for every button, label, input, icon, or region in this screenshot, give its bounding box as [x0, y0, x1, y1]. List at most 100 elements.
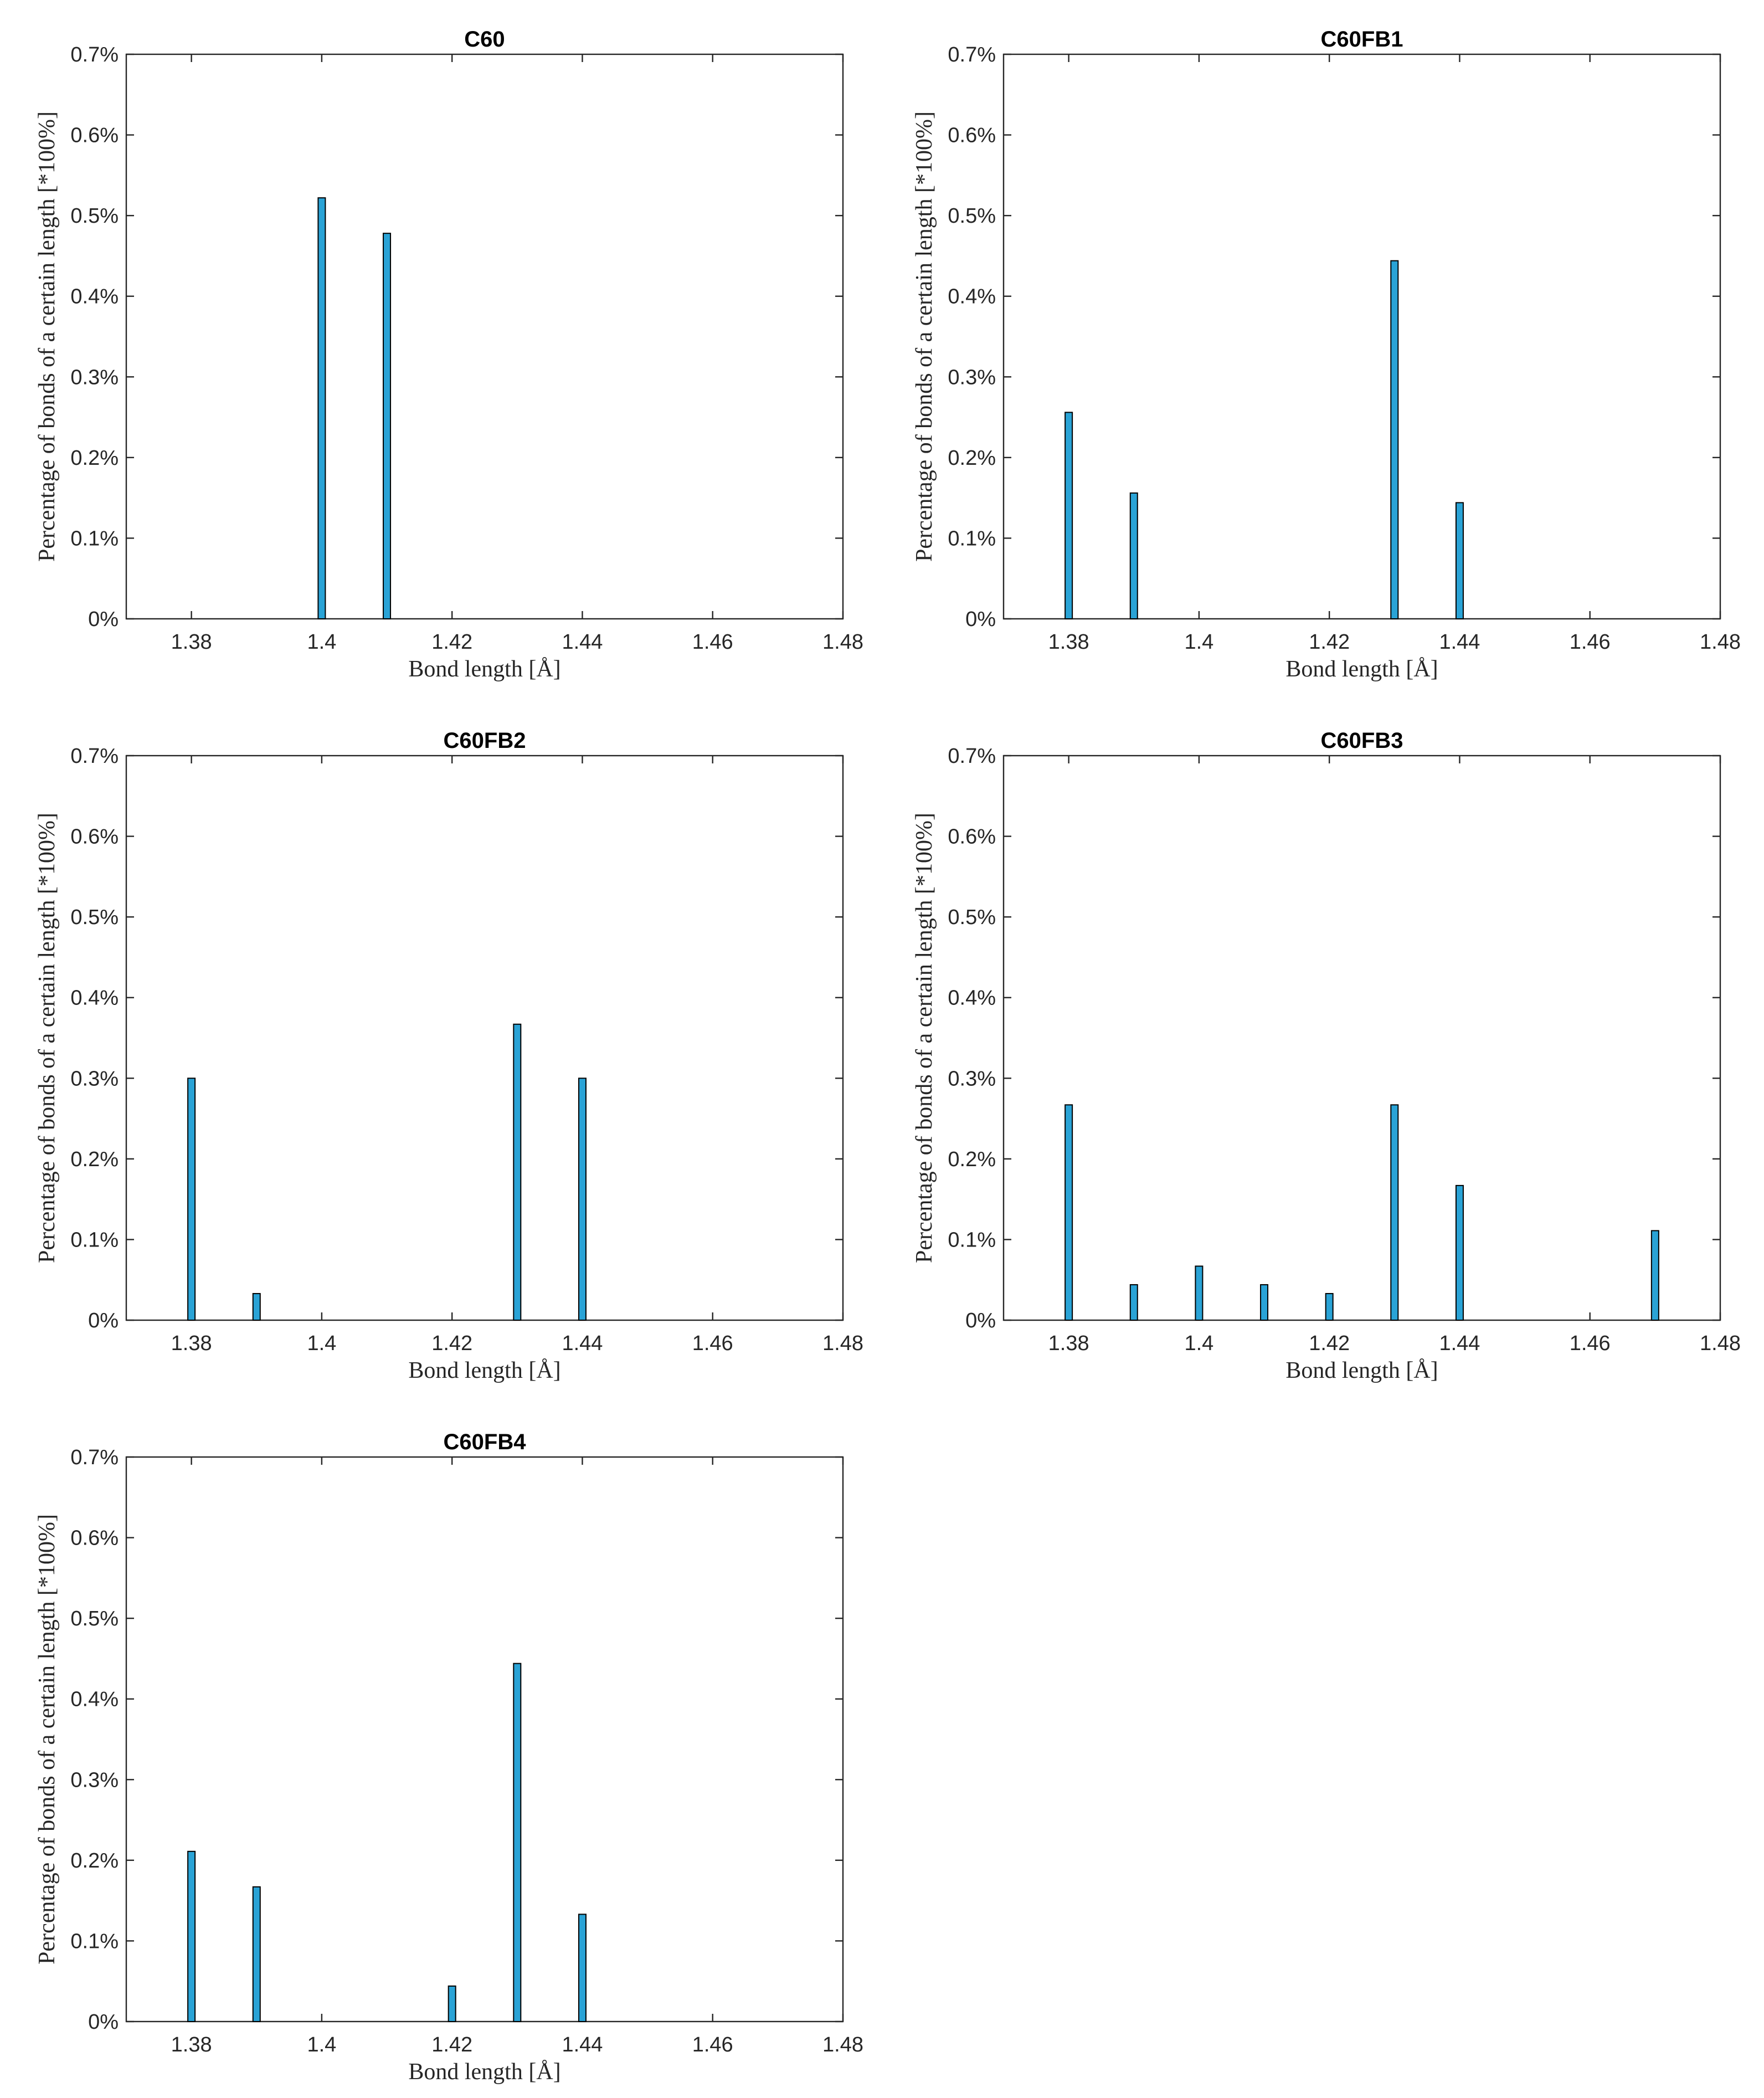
y-axis-label: Percentage of bonds of a certain length …	[34, 111, 60, 562]
bar	[513, 1023, 522, 1321]
y-tick-label: 0.3%	[948, 1067, 996, 1090]
bar	[252, 1292, 261, 1321]
y-tick-label: 0%	[88, 1309, 119, 1332]
chart-title: C60FB2	[444, 729, 526, 753]
x-tick-label: 1.42	[431, 2033, 472, 2056]
y-tick-label: 0.2%	[948, 447, 996, 470]
x-tick-label: 1.46	[692, 1332, 733, 1355]
x-tick-label: 1.44	[1439, 630, 1480, 654]
y-tick-label: 0.4%	[70, 1688, 119, 1711]
bar	[252, 1886, 261, 2023]
y-tick-label: 0.3%	[948, 366, 996, 389]
x-tick-label: 1.38	[1048, 1332, 1089, 1355]
x-tick-label: 1.42	[1309, 630, 1350, 654]
y-tick-label: 0.1%	[70, 527, 119, 550]
y-tick-label: 0.7%	[70, 745, 119, 768]
x-tick-label: 1.44	[562, 1332, 603, 1355]
x-tick-label: 1.46	[692, 2033, 733, 2056]
plot-area	[125, 53, 844, 620]
y-axis-label: Percentage of bonds of a certain length …	[34, 1514, 60, 1964]
plot-area	[1002, 755, 1721, 1321]
y-axis-label: Percentage of bonds of a certain length …	[34, 813, 60, 1263]
plot-area	[1002, 53, 1721, 620]
x-tick-label: 1.48	[822, 2033, 863, 2056]
y-tick-label: 0.4%	[70, 285, 119, 309]
y-tick-label: 0.6%	[948, 124, 996, 147]
y-tick-label: 0%	[965, 608, 996, 631]
x-tick-label: 1.38	[171, 630, 212, 654]
y-tick-label: 0%	[965, 1309, 996, 1332]
bar	[1650, 1230, 1659, 1321]
x-tick-label: 1.4	[1184, 1332, 1213, 1355]
y-tick-label: 0.4%	[948, 987, 996, 1010]
y-tick-label: 0%	[88, 608, 119, 631]
bar	[1390, 260, 1399, 620]
x-tick-label: 1.44	[562, 630, 603, 654]
bar	[1260, 1284, 1269, 1321]
y-tick-label: 0.7%	[70, 43, 119, 66]
x-tick-label: 1.44	[1439, 1332, 1480, 1355]
x-tick-label: 1.38	[1048, 630, 1089, 654]
chart-title: C60FB4	[444, 1430, 527, 1454]
y-tick-label: 0%	[88, 2010, 119, 2034]
x-tick-label: 1.46	[1570, 1332, 1611, 1355]
bar	[187, 1078, 196, 1321]
y-tick-label: 0.6%	[70, 124, 119, 147]
x-tick-label: 1.4	[307, 630, 336, 654]
x-tick-label: 1.44	[562, 2033, 603, 2056]
y-tick-label: 0.2%	[70, 447, 119, 470]
x-tick-label: 1.4	[307, 2033, 336, 2056]
y-tick-label: 0.5%	[70, 204, 119, 228]
plot-area	[125, 1456, 844, 2023]
x-axis-label: Bond length [Å]	[408, 656, 560, 682]
y-tick-label: 0.3%	[70, 1768, 119, 1792]
chart-panel-5: C60FB4 0% 0.1% 0.2% 0.3% 0.4% 0.5% 0.6% 0.7% 1.38…	[34, 1430, 863, 2085]
chart-panel-4: C60FB3 0% 0.1% 0.2% 0.3% 0.4% 0.5% 0.6% 0.7% 1.38…	[912, 729, 1741, 1383]
y-tick-label: 0.4%	[948, 285, 996, 309]
bar	[578, 1914, 587, 2022]
y-tick-label: 0.2%	[70, 1148, 119, 1171]
chart-title: C60	[464, 27, 505, 52]
y-tick-label: 0.6%	[70, 1527, 119, 1550]
x-tick-label: 1.48	[1700, 630, 1741, 654]
y-tick-label: 0.1%	[70, 1930, 119, 1953]
chart-title: C60FB3	[1321, 729, 1403, 753]
bar	[1129, 1284, 1138, 1321]
x-axis-label: Bond length [Å]	[1285, 656, 1438, 682]
x-tick-label: 1.42	[431, 1332, 472, 1355]
chart-panel-3: C60FB2 0% 0.1% 0.2% 0.3% 0.4% 0.5% 0.6% 0.7% 1.38…	[34, 729, 863, 1383]
y-tick-label: 0.7%	[948, 43, 996, 66]
y-axis-label: Percentage of bonds of a certain length …	[912, 111, 937, 562]
y-tick-label: 0.1%	[948, 527, 996, 550]
y-tick-label: 0.1%	[948, 1228, 996, 1251]
y-axis-label: Percentage of bonds of a certain length …	[912, 813, 937, 1263]
bar	[1195, 1265, 1204, 1321]
y-tick-label: 0.2%	[70, 1849, 119, 1873]
bar	[448, 1985, 456, 2022]
bar	[383, 233, 392, 619]
bar	[187, 1850, 196, 2022]
x-tick-label: 1.38	[171, 2033, 212, 2056]
chart-title: C60FB1	[1321, 27, 1403, 52]
x-tick-label: 1.46	[1570, 630, 1611, 654]
y-tick-label: 0.6%	[948, 825, 996, 849]
plot-area	[125, 755, 844, 1321]
x-tick-label: 1.46	[692, 630, 733, 654]
y-tick-label: 0.2%	[948, 1148, 996, 1171]
x-tick-label: 1.4	[307, 1332, 336, 1355]
y-tick-label: 0.5%	[948, 204, 996, 228]
x-tick-label: 1.38	[171, 1332, 212, 1355]
y-tick-label: 0.5%	[70, 906, 119, 929]
chart-panel-1: C60 0% 0.1% 0.2% 0.3% 0.4% 0.5% 0.6% 0.7% 1.38 1.4…	[34, 27, 863, 682]
bar	[578, 1078, 587, 1321]
bar	[1455, 502, 1464, 619]
y-tick-label: 0.7%	[948, 745, 996, 768]
y-tick-label: 0.7%	[70, 1446, 119, 1469]
x-tick-label: 1.42	[1309, 1332, 1350, 1355]
x-axis-label: Bond length [Å]	[408, 1358, 560, 1383]
y-tick-label: 0.5%	[948, 906, 996, 929]
x-tick-label: 1.4	[1184, 630, 1213, 654]
bar	[1064, 412, 1073, 620]
bar	[513, 1663, 522, 2022]
